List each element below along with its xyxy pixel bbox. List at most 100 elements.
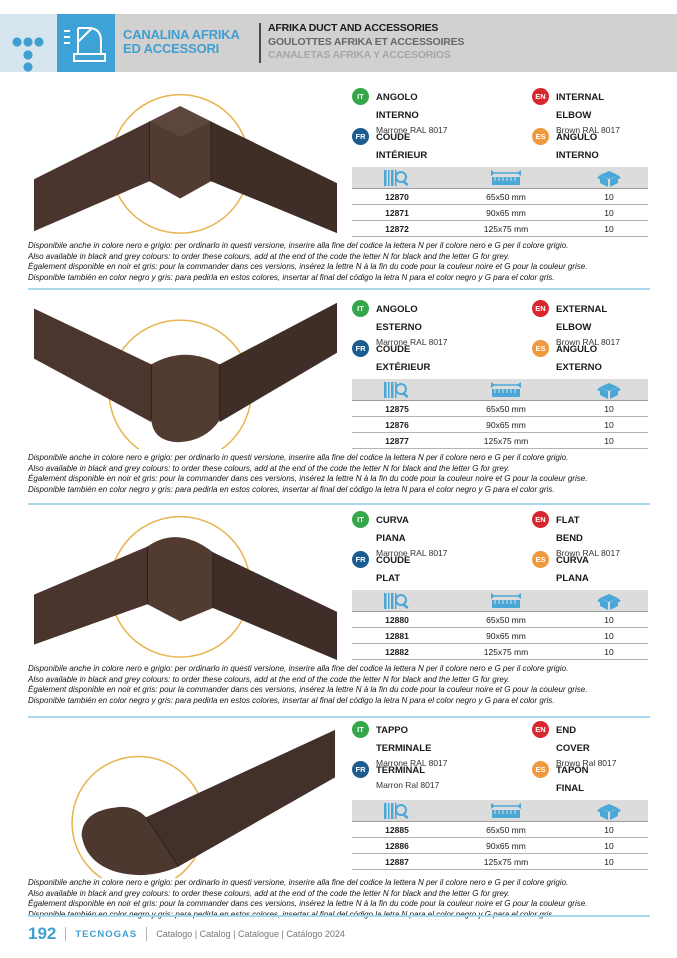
product-color-it: Marrone RAL 8017 [376,125,448,135]
pack-qty: 10 [604,207,614,218]
product-code: 12881 [385,630,409,641]
duct-elbow-icon [57,14,115,72]
product-name-es: TAPÓN FINAL [556,765,589,794]
product-size: 65x50 mm [486,403,526,414]
product-size: 65x50 mm [486,824,526,835]
section-flat-bend: IT CURVA PIANA Marrone RAL 8017 EN FLAT … [0,508,677,720]
product-color-en: Brown RAL 8017 [556,125,620,135]
catalog-edition: Catalogo | Catalog | Catalogue | Catálog… [156,929,345,939]
pack-qty: 10 [604,630,614,641]
note-line-fr: Également disponible en noir et gris: po… [28,474,588,484]
pack-qty: 10 [604,419,614,430]
subtitle-es: CANALETAS AFRIKA Y ACCESORIOS [268,49,451,61]
product-name-fr: TERMINAL [376,765,426,776]
product-size: 65x50 mm [486,614,526,625]
product-size: 65x50 mm [486,191,526,202]
label-en: EN END COVER Brown Ral 8017 [532,720,616,768]
table-row: 12885 65x50 mm 10 [352,822,648,838]
pack-qty: 10 [604,191,614,202]
label-fr: FR TERMINAL Marron Ral 8017 [352,760,439,790]
lang-badge-es: ES [532,128,549,145]
note-line-it: Disponibile anche in colore nero e grigi… [28,664,569,673]
table-row: 12886 90x65 mm 10 [352,838,648,854]
product-size: 90x65 mm [486,419,526,430]
footer-divider [65,927,67,941]
page-subtitles: AFRIKA DUCT AND ACCESSORIES GOULOTTES AF… [268,22,464,63]
note-line-en: Also available in black and grey colours… [28,251,510,261]
lang-badge-en: EN [532,300,549,317]
color-availability-note: Disponibile anche in colore nero e grigi… [28,664,650,706]
lang-badge-es: ES [532,340,549,357]
ruler-dimension-icon [442,800,570,821]
pack-qty: 10 [604,824,614,835]
product-size: 90x65 mm [486,207,526,218]
product-table: 12880 65x50 mm 10 12881 90x65 mm 10 1288… [352,590,648,660]
product-code: 12870 [385,191,409,202]
page-header: CANALINA AFRIKA ED ACCESSORI AFRIKA DUCT… [0,14,677,72]
product-name-it: CURVA PIANA [376,515,409,544]
note-line-es: Disponible también en color negro y gris… [28,484,555,494]
section-separator [28,503,650,505]
page-number: 192 [28,924,57,943]
product-size: 90x65 mm [486,840,526,851]
ruler-dimension-icon [442,590,570,611]
lang-badge-it: IT [352,88,369,105]
note-line-es: Disponible también en color negro y gris… [28,910,650,921]
product-color-fr: Marron Ral 8017 [376,780,440,790]
product-name-en: INTERNAL ELBOW [556,92,605,121]
product-name-es: CURVA PLANA [556,555,589,584]
product-code: 12875 [385,403,409,414]
table-row: 12882 125x75 mm 10 [352,644,648,660]
section-separator [28,915,650,917]
pack-qty: 10 [604,403,614,414]
product-size: 125x75 mm [483,223,529,234]
lang-badge-it: IT [352,300,369,317]
barcode-search-icon [352,167,442,188]
lang-badge-fr: FR [352,551,369,568]
product-photo-end-cover [28,728,343,880]
note-line-it: Disponibile anche in colore nero e grigi… [28,878,569,887]
lang-badge-it: IT [352,511,369,528]
product-color-en: Brown RAL 8017 [556,548,620,558]
product-photo-external-elbow [28,297,343,449]
product-photo-internal-elbow [28,85,343,237]
lang-badge-en: EN [532,511,549,528]
barcode-search-icon [352,590,442,611]
note-line-en: Also available in black and grey colours… [28,888,510,898]
product-color-it: Marrone RAL 8017 [376,758,448,768]
product-code: 12882 [385,646,409,657]
label-en: EN FLAT BEND Brown RAL 8017 [532,510,620,558]
label-en: EN EXTERNAL ELBOW Brown RAL 8017 [532,299,620,347]
label-it: IT ANGOLO INTERNO Marrone RAL 8017 [352,87,448,135]
note-line-fr: Également disponible en noir et gris: po… [28,685,588,695]
note-line-en: Also available in black and grey colours… [28,463,510,473]
table-row: 12887 125x75 mm 10 [352,854,648,870]
open-box-icon [570,590,648,611]
product-name-es: ÁNGULO EXTERNO [556,344,602,373]
product-name-en: EXTERNAL ELBOW [556,304,608,333]
product-photo-flat-bend [28,508,343,660]
color-availability-note: Disponibile anche in colore nero e grigi… [28,241,650,283]
product-code: 12885 [385,824,409,835]
product-size: 125x75 mm [483,435,529,446]
product-name-en: FLAT BEND [556,515,583,544]
subtitle-fr: GOULOTTES AFRIKA ET ACCESSOIRES [268,35,465,48]
product-name-en: END COVER [556,725,590,754]
product-code: 12876 [385,419,409,430]
lang-badge-fr: FR [352,128,369,145]
section-external-elbow: IT ANGOLO ESTERNO Marrone RAL 8017 EN EX… [0,297,677,509]
page-footer: 192 TECNOGAS Catalogo | Catalog | Catalo… [28,924,345,944]
barcode-search-icon [352,379,442,400]
product-name-it: TAPPO TERMINALE [376,725,432,754]
lang-badge-es: ES [532,761,549,778]
lang-badge-it: IT [352,721,369,738]
lang-badge-fr: FR [352,340,369,357]
table-row: 12875 65x50 mm 10 [352,401,648,417]
ruler-dimension-icon [442,167,570,188]
product-table: 12885 65x50 mm 10 12886 90x65 mm 10 1288… [352,800,648,870]
product-color-it: Marrone RAL 8017 [376,548,448,558]
product-color-en: Brown RAL 8017 [556,337,620,347]
product-name-it: ANGOLO INTERNO [376,92,419,121]
ruler-dimension-icon [442,379,570,400]
tecnogas-dots-logo [0,14,57,72]
